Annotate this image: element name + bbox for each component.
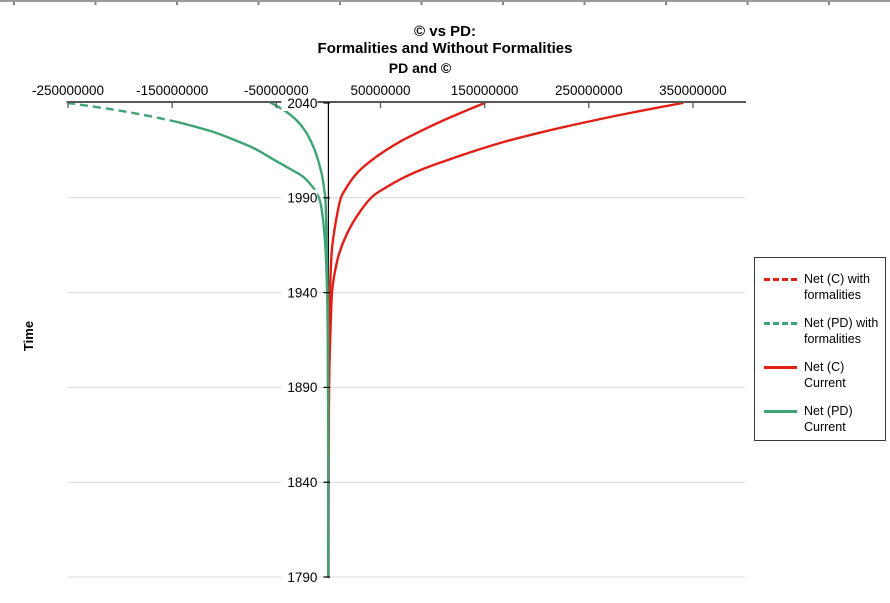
y-tick-label: 1840 xyxy=(287,475,317,490)
legend-item: Net (C) Current xyxy=(764,360,885,391)
y-tick-label-bg xyxy=(281,95,318,111)
legend: Net (C) with formalities Net (PD) with fo… xyxy=(754,257,886,441)
legend-swatch-solid-line xyxy=(764,410,797,413)
y-tick-label-bg xyxy=(281,474,318,491)
legend-swatch-dashed-line xyxy=(764,278,797,281)
spreadsheet-edge-decoration xyxy=(0,0,890,5)
series-line-0 xyxy=(327,101,486,579)
title-block: © vs PD: Formalities and Without Formali… xyxy=(0,23,890,76)
legend-swatch-solid-line xyxy=(764,366,797,369)
y-tick-label: 1990 xyxy=(287,191,317,206)
y-tick-label: 1790 xyxy=(287,570,317,585)
legend-item-label: Net (C) with formalities xyxy=(804,272,870,302)
x-tick-label: -250000000 xyxy=(32,83,104,98)
x-tick-label: 50000000 xyxy=(350,83,410,98)
y-tick-label: 1890 xyxy=(287,380,317,395)
series-line-2 xyxy=(327,101,684,579)
y-tick-label-bg xyxy=(281,379,318,396)
chart-subtitle: Formalities and Without Formalities xyxy=(317,40,573,57)
x-tick-label: 350000000 xyxy=(659,83,727,98)
chart-title: © vs PD: xyxy=(414,23,476,40)
series-line-3 xyxy=(269,101,330,579)
y-tick-label-bg xyxy=(281,569,318,585)
x-tick-label: 250000000 xyxy=(555,83,623,98)
y-tick-label: 2040 xyxy=(287,96,317,111)
y-tick-label-bg xyxy=(281,284,318,301)
legend-item-label: Net (C) Current xyxy=(804,360,846,390)
legend-swatch-dashed-line xyxy=(764,322,797,325)
x-tick-label: -50000000 xyxy=(244,83,309,98)
x-tick-label: -150000000 xyxy=(136,83,208,98)
series-line-1 xyxy=(67,101,178,124)
x-axis-title: PD and © xyxy=(388,60,452,76)
legend-item: Net (PD) with formalities xyxy=(764,316,885,347)
legend-item: Net (PD) Current xyxy=(764,404,885,435)
legend-item-label: Net (PD) with formalities xyxy=(804,316,879,346)
legend-item-label: Net (PD) Current xyxy=(804,404,853,434)
y-tick-label-bg xyxy=(281,189,318,206)
y-tick-label: 1940 xyxy=(287,285,317,300)
legend-item: Net (C) with formalities xyxy=(764,272,885,303)
x-tick-label: 150000000 xyxy=(451,83,519,98)
